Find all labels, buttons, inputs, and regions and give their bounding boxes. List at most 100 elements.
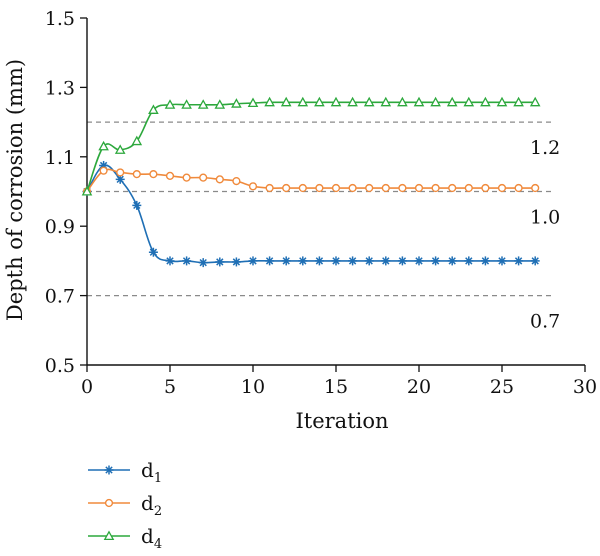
data-point <box>116 168 125 177</box>
data-point <box>197 99 209 109</box>
data-point <box>248 256 258 266</box>
reference-line-label: 1.2 <box>530 137 560 159</box>
series-line <box>86 168 536 192</box>
data-point <box>298 256 308 266</box>
data-point <box>264 96 275 107</box>
data-point <box>314 256 324 266</box>
data-point <box>398 183 407 193</box>
legend-item: d4 <box>88 524 162 552</box>
data-point <box>531 183 540 193</box>
data-point <box>480 256 490 266</box>
legend: d1 d2 d4 <box>88 458 162 552</box>
series-layer <box>81 96 541 268</box>
legend-marker <box>104 498 114 508</box>
x-tick-label: 25 <box>490 376 514 398</box>
legend-marker <box>103 530 115 541</box>
data-point <box>199 173 208 182</box>
data-point <box>380 96 392 107</box>
data-point <box>514 256 524 266</box>
data-point <box>529 96 541 107</box>
data-point <box>265 256 275 266</box>
x-tick-label: 20 <box>407 376 431 398</box>
data-point <box>514 183 523 193</box>
data-point <box>513 96 524 107</box>
data-point <box>496 96 508 107</box>
data-point <box>463 96 475 107</box>
data-point <box>446 96 458 107</box>
data-point <box>497 183 507 193</box>
data-point <box>447 256 457 266</box>
legend-marker <box>104 465 114 475</box>
data-point <box>280 96 292 107</box>
legend-label: d1 <box>141 458 162 486</box>
x-tick-label: 15 <box>324 376 348 398</box>
data-point <box>131 135 143 146</box>
data-point <box>232 176 241 186</box>
data-point <box>414 183 424 193</box>
data-point <box>530 256 540 266</box>
legend-item: d2 <box>88 491 162 519</box>
data-point <box>248 182 258 191</box>
x-tick-label: 0 <box>81 376 93 398</box>
series-d2 <box>82 166 540 196</box>
data-point <box>348 183 357 193</box>
data-point <box>331 256 341 266</box>
reference-line-label: 0.7 <box>530 311 560 333</box>
y-axis-label: Depth of corrosion (mm) <box>3 59 27 321</box>
data-point <box>397 256 407 266</box>
legend-label: d4 <box>141 524 162 552</box>
data-point <box>363 96 375 107</box>
data-point <box>149 170 158 179</box>
data-point <box>148 104 159 114</box>
data-point <box>347 96 358 107</box>
data-point <box>330 96 342 107</box>
series-d1 <box>82 160 540 268</box>
series-d4 <box>81 96 541 196</box>
reference-line-label: 1.0 <box>530 207 560 229</box>
data-point <box>165 171 175 180</box>
data-point <box>282 183 291 193</box>
ticks: 0 5 10 15 20 25 30 0.5 0.7 0.9 1.1 1.3 1.5 <box>45 8 597 398</box>
data-point <box>298 183 307 193</box>
y-tick-label: 1.1 <box>45 147 75 169</box>
data-point <box>182 256 192 266</box>
x-tick-label: 10 <box>241 376 265 398</box>
data-point <box>281 256 291 266</box>
data-point <box>315 183 324 193</box>
data-point <box>247 97 259 108</box>
data-point <box>114 144 126 154</box>
data-point <box>448 183 457 193</box>
x-tick-label: 5 <box>164 376 176 398</box>
data-point <box>115 174 125 184</box>
y-tick-label: 1.3 <box>45 77 75 99</box>
data-point <box>231 257 241 267</box>
data-point <box>215 257 225 267</box>
data-point <box>464 256 474 266</box>
data-point <box>431 256 441 266</box>
data-point <box>81 185 93 196</box>
data-point <box>348 256 358 266</box>
data-point <box>148 247 158 257</box>
data-point <box>231 98 242 108</box>
data-point <box>215 175 224 184</box>
legend-label: d2 <box>141 491 162 519</box>
data-point <box>413 96 425 107</box>
data-point <box>297 96 309 107</box>
data-point <box>132 200 142 210</box>
data-point <box>364 256 374 266</box>
data-point <box>132 170 141 179</box>
data-point <box>164 99 176 109</box>
data-point <box>464 183 473 193</box>
data-point <box>265 183 274 193</box>
data-point <box>165 256 175 266</box>
y-tick-label: 0.9 <box>45 216 75 238</box>
legend-item: d1 <box>88 458 162 486</box>
data-point <box>331 183 341 193</box>
data-point <box>481 183 490 193</box>
data-point <box>397 96 408 107</box>
data-point <box>214 99 226 109</box>
data-point <box>181 99 192 109</box>
data-point <box>430 96 441 107</box>
y-tick-label: 1.5 <box>45 8 75 30</box>
